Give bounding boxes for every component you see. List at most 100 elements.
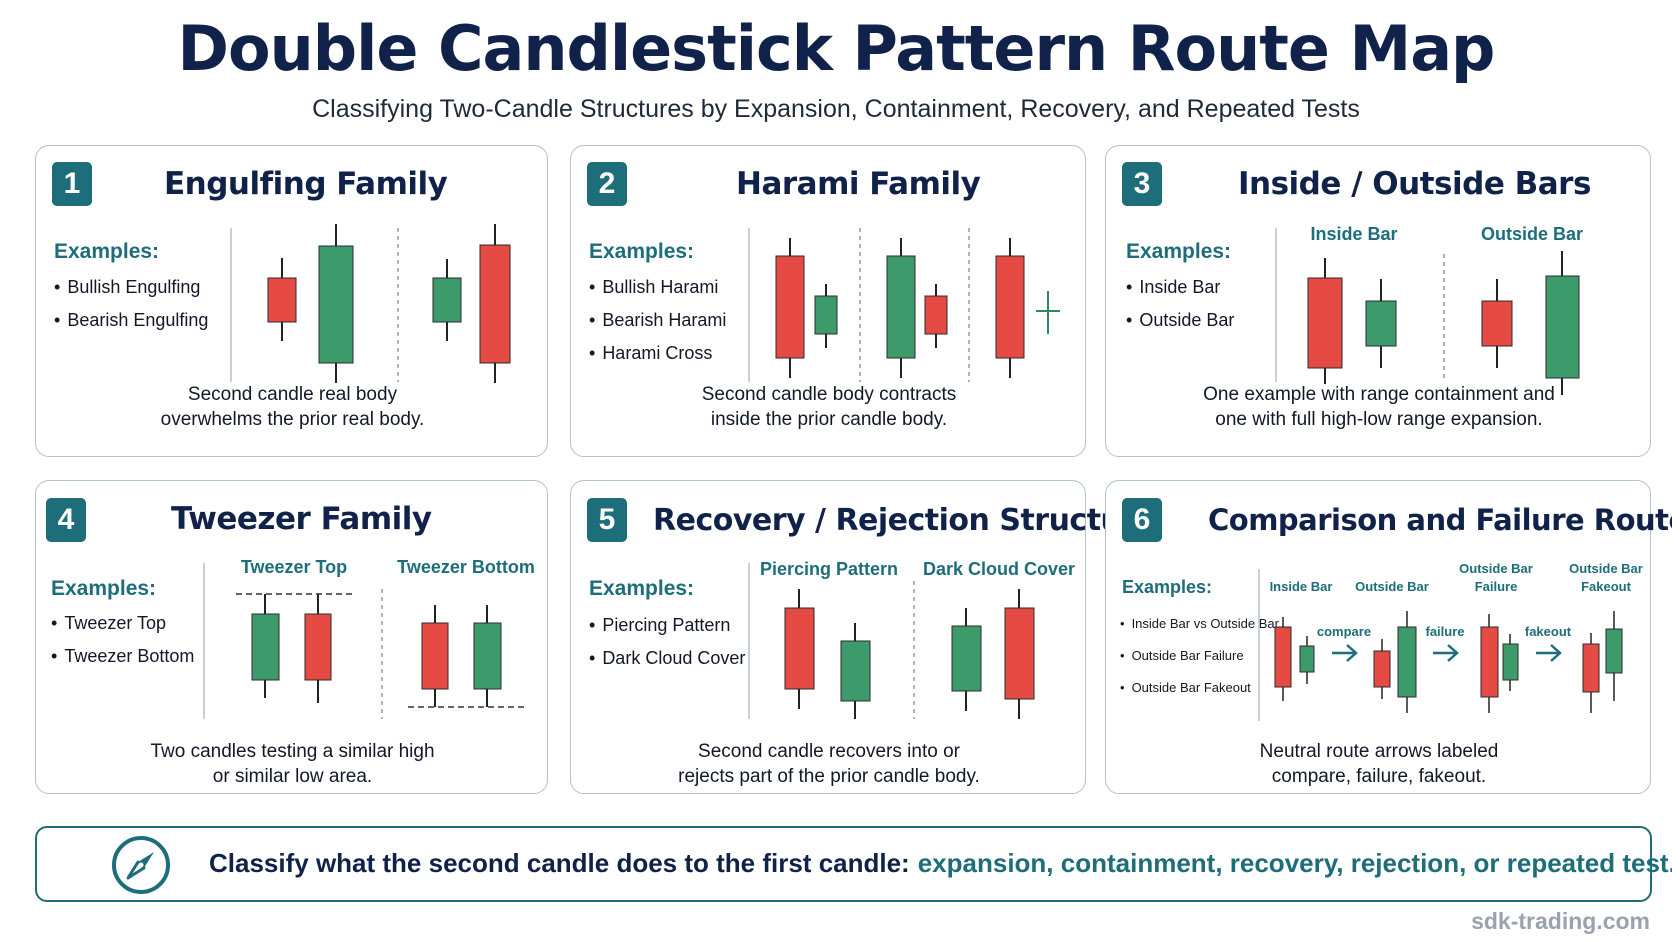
- engulfing-candles-illustration: [230, 224, 511, 383]
- arrow-label-compare: compare: [1317, 624, 1371, 639]
- bull-candle: [251, 594, 280, 698]
- bear-candle: [1582, 633, 1600, 713]
- examples-list: Piercing Pattern Dark Cloud Cover: [589, 609, 745, 675]
- bear-candle: [421, 605, 449, 707]
- panel-number-badge: 4: [46, 498, 86, 542]
- panel-engulfing-family: 1 Engulfing Family Examples: Bullish Eng…: [35, 145, 548, 457]
- panel-number-badge: 2: [587, 162, 627, 206]
- example-item: Bullish Engulfing: [54, 271, 208, 304]
- panel-number-badge: 6: [1122, 498, 1162, 542]
- example-item: Piercing Pattern: [589, 609, 745, 642]
- panel-recovery-rejection: 5 Recovery / Rejection Structures Exampl…: [570, 480, 1173, 794]
- sublabel-tweezer-top: Tweezer Top: [241, 557, 347, 577]
- bull-candle: [318, 224, 354, 383]
- example-item: Bullish Harami: [589, 271, 726, 304]
- route-comparison-illustration: Inside Bar Outside Bar Outside Bar Failu…: [1258, 561, 1643, 721]
- sublabel-outside-bar-fakeout-1: Outside Bar: [1569, 561, 1643, 576]
- bear-candle: [1004, 589, 1035, 719]
- route-arrow-icon: [1536, 644, 1562, 662]
- bear-candle: [775, 238, 805, 378]
- panel-title: Inside / Outside Bars: [1238, 166, 1591, 202]
- example-item: Outside Bar Fakeout: [1120, 672, 1279, 704]
- example-item: Inside Bar vs Outside Bar: [1120, 608, 1279, 640]
- examples-list: Inside Bar Outside Bar: [1126, 271, 1234, 337]
- sublabel-outside-bar: Outside Bar: [1355, 579, 1429, 594]
- bear-candle: [1307, 258, 1343, 384]
- panel-number-badge: 5: [587, 498, 627, 542]
- bull-candle: [814, 284, 838, 348]
- bull-candle: [951, 608, 982, 711]
- compass-icon: [112, 836, 170, 894]
- example-item: Tweezer Bottom: [51, 640, 194, 673]
- tweezer-candles-illustration: Tweezer Top Tweezer Bottom: [203, 557, 535, 719]
- bull-candle: [1545, 251, 1580, 395]
- panel-caption: Second candle body contracts inside the p…: [701, 384, 957, 430]
- panel-comparison-failure-routes: 6 Comparison and Failure Routes Examples…: [1105, 480, 1672, 794]
- example-item: Bearish Harami: [589, 304, 726, 337]
- bull-candle: [840, 623, 871, 719]
- bull-candle: [1502, 634, 1519, 691]
- examples-list: Tweezer Top Tweezer Bottom: [51, 607, 194, 673]
- example-item: Outside Bar Failure: [1120, 640, 1279, 672]
- examples-label: Examples:: [54, 240, 160, 263]
- sublabel-piercing-pattern: Piercing Pattern: [760, 559, 898, 579]
- bull-candle: [1397, 611, 1417, 713]
- panel-title: Harami Family: [736, 166, 981, 202]
- page-title: Double Candlestick Pattern Route Map: [177, 12, 1496, 85]
- panel-title: Recovery / Rejection Structures: [653, 503, 1173, 538]
- bear-candle: [1481, 279, 1513, 368]
- example-item: Bearish Engulfing: [54, 304, 208, 337]
- examples-label: Examples:: [1122, 577, 1213, 597]
- bull-candle: [1365, 279, 1397, 368]
- sublabel-tweezer-bottom: Tweezer Bottom: [397, 557, 535, 577]
- bull-candle: [432, 259, 462, 341]
- panel-number-badge: 3: [1122, 162, 1162, 206]
- bear-candle: [304, 594, 332, 703]
- route-arrow-icon: [1332, 644, 1358, 662]
- panel-number-badge: 1: [52, 162, 92, 206]
- panel-title: Tweezer Family: [171, 501, 432, 537]
- panel-inside-outside-bars: 3 Inside / Outside Bars Examples: Inside…: [1105, 145, 1651, 457]
- panel-tweezer-family: 4 Tweezer Family Examples: Tweezer Top T…: [35, 480, 548, 794]
- examples-label: Examples:: [1126, 240, 1232, 263]
- sublabel-outside-bar-failure-2: Failure: [1475, 579, 1518, 594]
- bull-candle: [1605, 611, 1623, 701]
- bear-candle: [1274, 617, 1292, 701]
- arrow-label-fakeout: fakeout: [1525, 624, 1572, 639]
- classification-summary-banner: Classify what the second candle does to …: [35, 826, 1672, 902]
- sublabel-outside-bar-failure-1: Outside Bar: [1459, 561, 1533, 576]
- panel-caption: Neutral route arrows labeled compare, fai…: [1259, 741, 1499, 787]
- arrow-label-failure: failure: [1425, 624, 1464, 639]
- summary-accent: expansion, containment, recovery, reject…: [917, 848, 1672, 878]
- examples-list: Inside Bar vs Outside Bar Outside Bar Fa…: [1120, 608, 1279, 704]
- recovery-rejection-candles-illustration: Piercing Pattern Dark Cloud Cover: [748, 559, 1075, 719]
- bull-candle: [1299, 636, 1315, 684]
- panel-harami-family: 2 Harami Family Examples: Bullish Harami…: [570, 145, 1086, 457]
- panel-caption: Second candle recovers into or rejects pa…: [678, 741, 980, 787]
- example-item: Tweezer Top: [51, 607, 194, 640]
- examples-label: Examples:: [51, 577, 157, 600]
- examples-label: Examples:: [589, 577, 695, 600]
- panel-caption: Two candles testing a similar high or sim…: [150, 741, 435, 787]
- bull-candle: [886, 238, 916, 378]
- sublabel-dark-cloud-cover: Dark Cloud Cover: [923, 559, 1075, 579]
- example-item: Harami Cross: [589, 337, 726, 370]
- bull-candle: [473, 605, 502, 707]
- sublabel-inside-bar: Inside Bar: [1310, 224, 1397, 244]
- bear-candle: [1480, 614, 1499, 713]
- bear-candle: [784, 589, 815, 709]
- panel-title: Comparison and Failure Routes: [1208, 503, 1672, 537]
- bear-candle: [479, 224, 511, 383]
- summary-text: Classify what the second candle does to …: [209, 848, 1672, 879]
- examples-label: Examples:: [589, 240, 695, 263]
- panel-title: Engulfing Family: [164, 166, 448, 202]
- footer-watermark: sdk-trading.com: [1471, 908, 1650, 934]
- sublabel-outside-bar: Outside Bar: [1481, 224, 1583, 244]
- bear-candle: [267, 258, 297, 341]
- example-item: Dark Cloud Cover: [589, 642, 745, 675]
- summary-lead: Classify what the second candle does to …: [209, 848, 910, 878]
- route-arrow-icon: [1433, 644, 1459, 662]
- inside-outside-candles-illustration: Inside Bar Outside Bar: [1275, 224, 1583, 395]
- bear-candle: [995, 238, 1025, 378]
- doji-candle: [1036, 291, 1060, 334]
